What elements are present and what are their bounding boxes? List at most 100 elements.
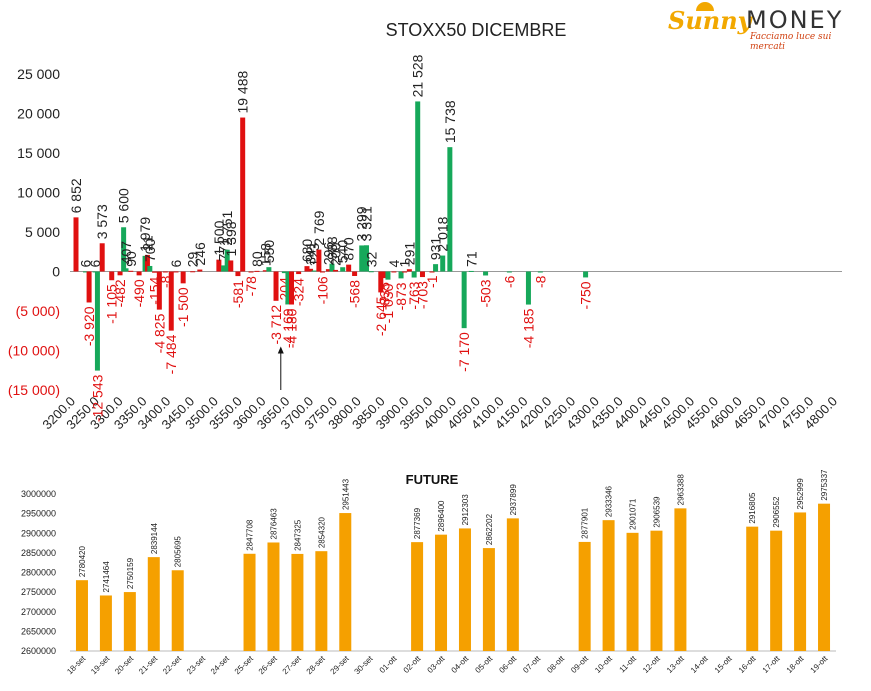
- bar-data-label: -503: [478, 279, 494, 307]
- logo-tagline: Facciamo luce sui mercati: [750, 32, 832, 52]
- bar-call: [254, 270, 260, 272]
- future-bar-data-label: 2975337: [820, 469, 829, 501]
- bar-call: [406, 269, 412, 272]
- bar-call: [173, 271, 179, 273]
- bar-call: [402, 271, 408, 273]
- bar-data-label: -1: [424, 275, 440, 288]
- future-x-tick-label: 21-set: [137, 654, 160, 677]
- future-bar: [818, 503, 831, 651]
- bar-call: [378, 271, 384, 293]
- y-tick-label: (5 000): [16, 303, 60, 319]
- bar-data-label: -78: [243, 276, 259, 296]
- bar-data-label: -568: [347, 280, 363, 308]
- bar-data-label: 2 751: [219, 211, 235, 246]
- bar-data-label: -490: [131, 279, 147, 307]
- bar-data-label: 6: [87, 259, 103, 267]
- bar-call: [136, 271, 142, 276]
- future-bar: [746, 526, 759, 651]
- future-bar-data-label: 2839144: [150, 522, 159, 554]
- bar-put: [123, 268, 129, 272]
- bar-call: [429, 271, 435, 273]
- bar-call: [162, 271, 168, 273]
- bar-call: [73, 217, 79, 272]
- future-bar: [602, 520, 615, 651]
- bar-call: [152, 271, 158, 273]
- y-tick-label: 5 000: [25, 224, 60, 240]
- future-bar-data-label: 2963388: [676, 474, 685, 506]
- bar-call: [240, 117, 246, 272]
- future-x-tick-label: 04-ott: [450, 654, 471, 675]
- bar-data-label: -324: [291, 278, 307, 306]
- future-bar-data-label: 2854320: [317, 516, 326, 548]
- bar-put: [340, 267, 346, 272]
- bar-data-label: -750: [578, 281, 594, 309]
- bar-call: [99, 243, 105, 272]
- future-x-tick-label: 06-ott: [497, 654, 518, 675]
- future-chart-title: FUTURE: [406, 472, 459, 487]
- future-bar-data-label: 2805695: [174, 536, 183, 568]
- future-bar: [291, 553, 304, 651]
- bar-call: [333, 269, 339, 272]
- bar-call: [248, 271, 254, 273]
- future-bar-data-label: 2876463: [269, 508, 278, 540]
- bar-call: [352, 271, 358, 276]
- bar-put: [385, 271, 391, 280]
- future-x-tick-label: 19-set: [89, 654, 112, 677]
- bar-data-label: 29: [185, 251, 201, 267]
- future-bar-data-label: 2741464: [102, 561, 111, 593]
- bar-data-label: 1: [397, 259, 413, 267]
- future-bar-data-label: 2780420: [78, 545, 87, 577]
- bar-data-label: 6: [168, 259, 184, 267]
- chart-title: STOXX50 DICEMBRE: [386, 20, 567, 40]
- future-bar: [123, 592, 136, 651]
- bar-data-label: -4 180: [284, 308, 300, 348]
- bar-data-label: 680: [299, 239, 315, 263]
- future-bar-data-label: 2896400: [437, 500, 446, 532]
- future-x-tick-label: 16-ott: [737, 654, 758, 675]
- bar-call: [117, 271, 123, 276]
- future-bar: [411, 542, 424, 651]
- bar-data-label: 6 852: [68, 178, 84, 213]
- future-x-tick-label: 08-ott: [545, 654, 566, 675]
- bar-data-label: -2 645: [373, 296, 389, 336]
- bar-data-label: 246: [192, 242, 208, 266]
- future-y-tick-label: 2950000: [21, 509, 56, 519]
- future-x-tick-label: 03-ott: [426, 654, 447, 675]
- y-tick-label: 20 000: [17, 106, 60, 122]
- bar-put: [447, 147, 453, 272]
- bar-call: [273, 271, 279, 301]
- bar-call: [316, 249, 322, 272]
- future-bar-data-label: 2916805: [748, 492, 757, 524]
- bar-data-label: -835: [376, 282, 392, 310]
- bar-put: [368, 271, 374, 273]
- future-bar-data-label: 2906539: [652, 496, 661, 528]
- bar-data-label: 931: [428, 237, 444, 261]
- future-bar: [267, 542, 280, 651]
- future-x-tick-label: 20-set: [113, 654, 136, 677]
- bar-call: [235, 271, 241, 277]
- bar-put: [440, 255, 446, 272]
- future-bar-data-label: 2877369: [413, 507, 422, 539]
- future-x-tick-label: 23-set: [185, 654, 208, 677]
- future-x-tick-label: 27-set: [281, 654, 304, 677]
- future-bar-data-label: 2847708: [246, 519, 255, 551]
- future-bar-data-label: 2847325: [293, 519, 302, 551]
- future-bar-data-label: 2951443: [341, 478, 350, 510]
- logo-sunny-text: Sunny: [668, 6, 752, 35]
- bar-call: [381, 271, 387, 279]
- future-x-tick-label: 18-ott: [785, 654, 806, 675]
- bar-put: [83, 271, 89, 273]
- future-x-tick-label: 26-set: [257, 654, 280, 677]
- future-bar-data-label: 2912303: [461, 494, 470, 526]
- bar-data-label: 90: [123, 251, 139, 267]
- bar-data-label: -482: [112, 279, 128, 307]
- bar-data-label: 3 299: [354, 206, 370, 241]
- future-x-tick-label: 25-set: [233, 654, 256, 677]
- future-x-tick-label: 07-ott: [521, 654, 542, 675]
- future-bar: [482, 548, 495, 651]
- future-x-tick-label: 01-ott: [378, 654, 399, 675]
- future-bar: [506, 518, 519, 651]
- bar-call: [296, 271, 302, 275]
